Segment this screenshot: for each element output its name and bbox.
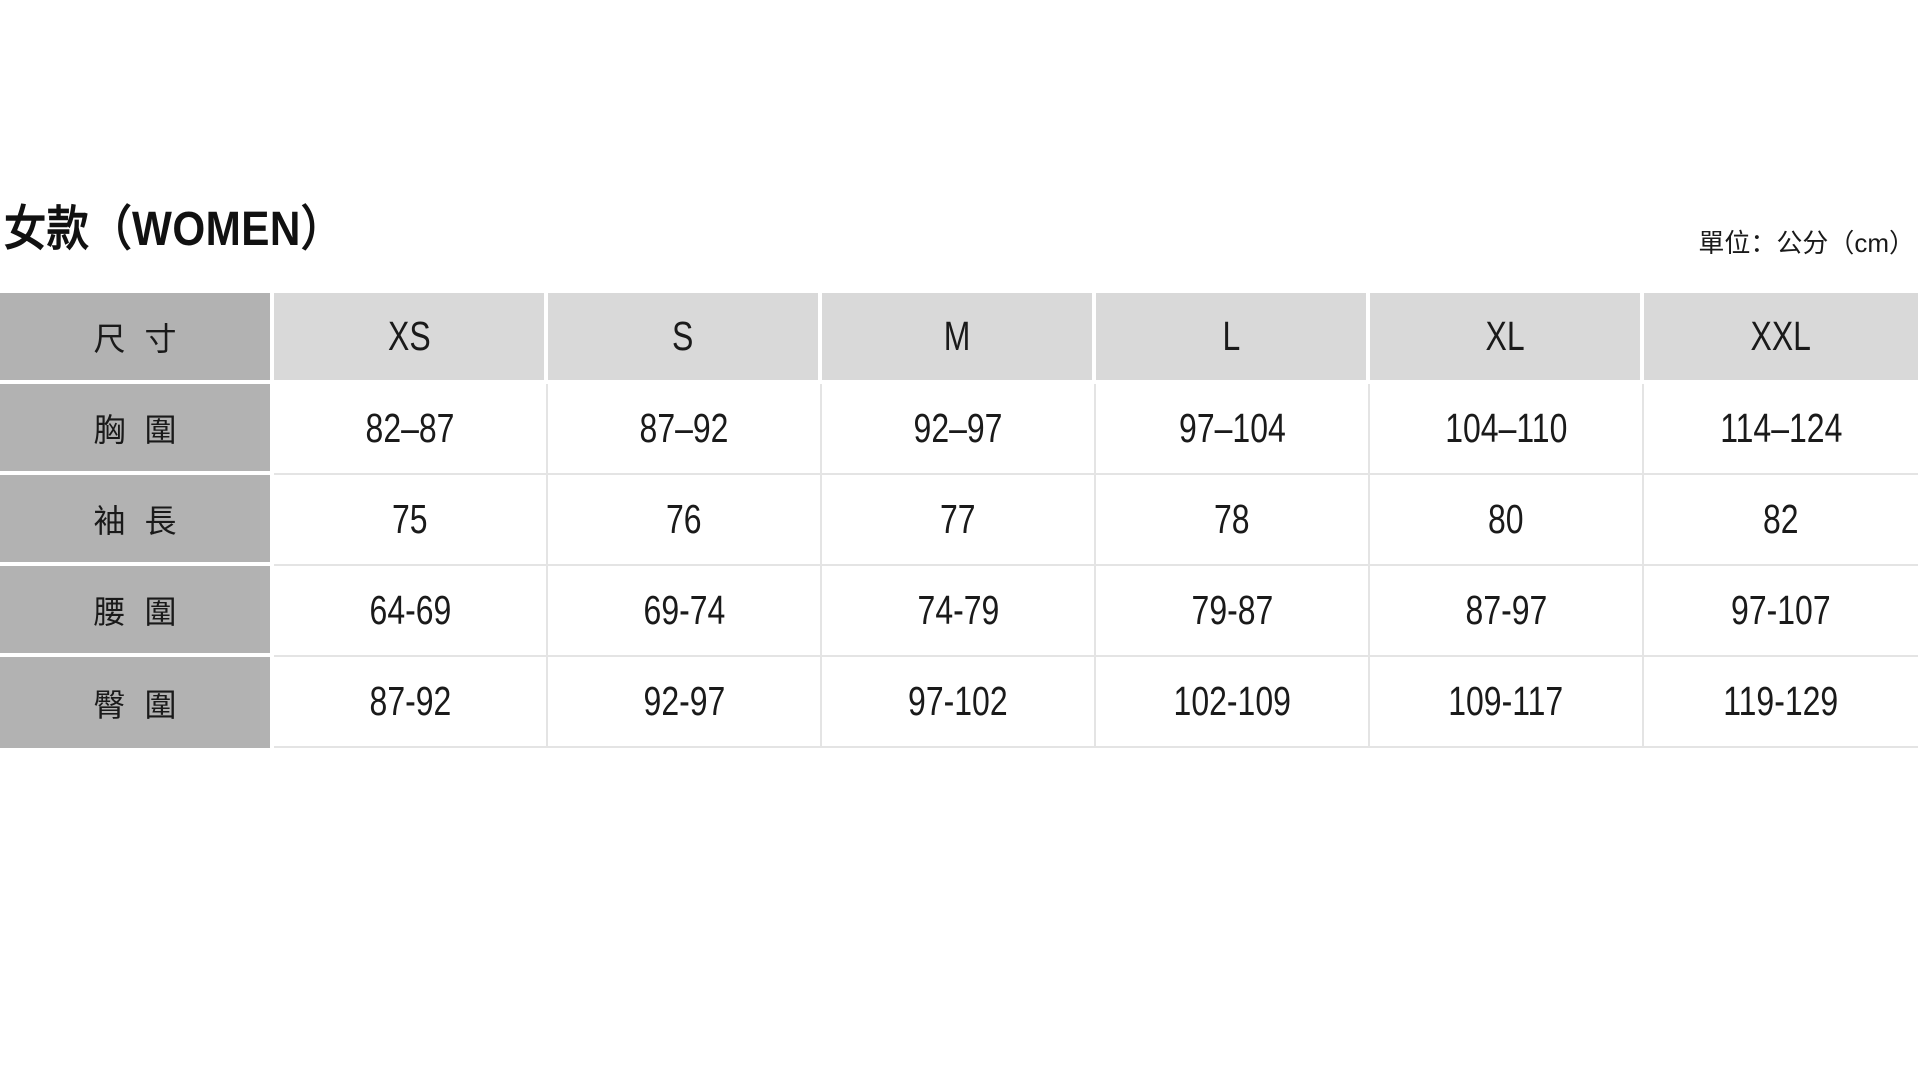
data-cell-waist-m: 74-79	[822, 566, 1096, 657]
size-header-label: XXL	[1750, 313, 1812, 359]
cell-value: 64-69	[369, 587, 451, 633]
row-label-sleeve: 袖 長	[0, 475, 274, 566]
cell-value: 97-102	[908, 678, 1008, 724]
data-cell-sleeve-xs: 75	[274, 475, 548, 566]
cell-value: 109-117	[1448, 678, 1564, 724]
cell-value: 119-129	[1723, 678, 1839, 724]
cell-value: 87-97	[1465, 587, 1547, 633]
size-table: 尺 寸 XS S M L XL XXL 胸 圍 82–87 87–92 92–9…	[0, 293, 1918, 748]
data-cell-hip-xxl: 119-129	[1644, 657, 1918, 748]
row-label-waist: 腰 圍	[0, 566, 274, 657]
cell-value: 104–110	[1444, 405, 1568, 451]
corner-header-cell: 尺 寸	[0, 293, 274, 384]
data-cell-waist-s: 69-74	[548, 566, 822, 657]
cell-value: 87-92	[369, 678, 451, 724]
cell-value: 92-97	[643, 678, 725, 724]
data-cell-sleeve-xl: 80	[1370, 475, 1644, 566]
cell-value: 69-74	[643, 587, 725, 633]
size-header-label: XL	[1485, 313, 1525, 359]
data-cell-hip-xs: 87-92	[274, 657, 548, 748]
cell-value: 82–87	[365, 405, 455, 451]
data-cell-chest-xxl: 114–124	[1644, 384, 1918, 475]
size-header-s: S	[548, 293, 822, 384]
cell-value: 80	[1488, 496, 1524, 542]
size-header-label: S	[672, 313, 694, 359]
data-cell-chest-xs: 82–87	[274, 384, 548, 475]
cell-value: 102-109	[1173, 678, 1291, 724]
data-cell-sleeve-m: 77	[822, 475, 1096, 566]
size-header-m: M	[822, 293, 1096, 384]
cell-value: 77	[940, 496, 976, 542]
data-cell-chest-l: 97–104	[1096, 384, 1370, 475]
cell-value: 97-107	[1731, 587, 1831, 633]
cell-value: 79-87	[1191, 587, 1273, 633]
data-cell-sleeve-s: 76	[548, 475, 822, 566]
cell-value: 97–104	[1178, 405, 1286, 451]
data-cell-waist-xs: 64-69	[274, 566, 548, 657]
data-cell-hip-m: 97-102	[822, 657, 1096, 748]
cell-value: 76	[666, 496, 702, 542]
unit-label: 單位：公分（cm）	[1698, 228, 1915, 258]
data-cell-hip-s: 92-97	[548, 657, 822, 748]
cell-value: 92–97	[913, 405, 1003, 451]
data-cell-chest-s: 87–92	[548, 384, 822, 475]
cell-value: 78	[1214, 496, 1250, 542]
data-cell-hip-xl: 109-117	[1370, 657, 1644, 748]
row-label-hip: 臀 圍	[0, 657, 274, 748]
cell-value: 87–92	[639, 405, 729, 451]
size-header-label: L	[1222, 313, 1240, 359]
data-cell-waist-xxl: 97-107	[1644, 566, 1918, 657]
size-header-xs: XS	[274, 293, 548, 384]
data-cell-chest-m: 92–97	[822, 384, 1096, 475]
size-header-l: L	[1096, 293, 1370, 384]
cell-value: 75	[392, 496, 428, 542]
size-header-label: M	[943, 313, 971, 359]
size-header-xl: XL	[1370, 293, 1644, 384]
row-label-chest: 胸 圍	[0, 384, 274, 475]
data-cell-waist-l: 79-87	[1096, 566, 1370, 657]
size-header-xxl: XXL	[1644, 293, 1918, 384]
data-cell-sleeve-xxl: 82	[1644, 475, 1918, 566]
data-cell-waist-xl: 87-97	[1370, 566, 1644, 657]
data-cell-sleeve-l: 78	[1096, 475, 1370, 566]
page-title: 女款（WOMEN）	[4, 203, 344, 256]
size-header-label: XS	[387, 313, 431, 359]
data-cell-chest-xl: 104–110	[1370, 384, 1644, 475]
cell-value: 114–124	[1719, 405, 1843, 451]
data-cell-hip-l: 102-109	[1096, 657, 1370, 748]
cell-value: 74-79	[917, 587, 999, 633]
cell-value: 82	[1763, 496, 1799, 542]
